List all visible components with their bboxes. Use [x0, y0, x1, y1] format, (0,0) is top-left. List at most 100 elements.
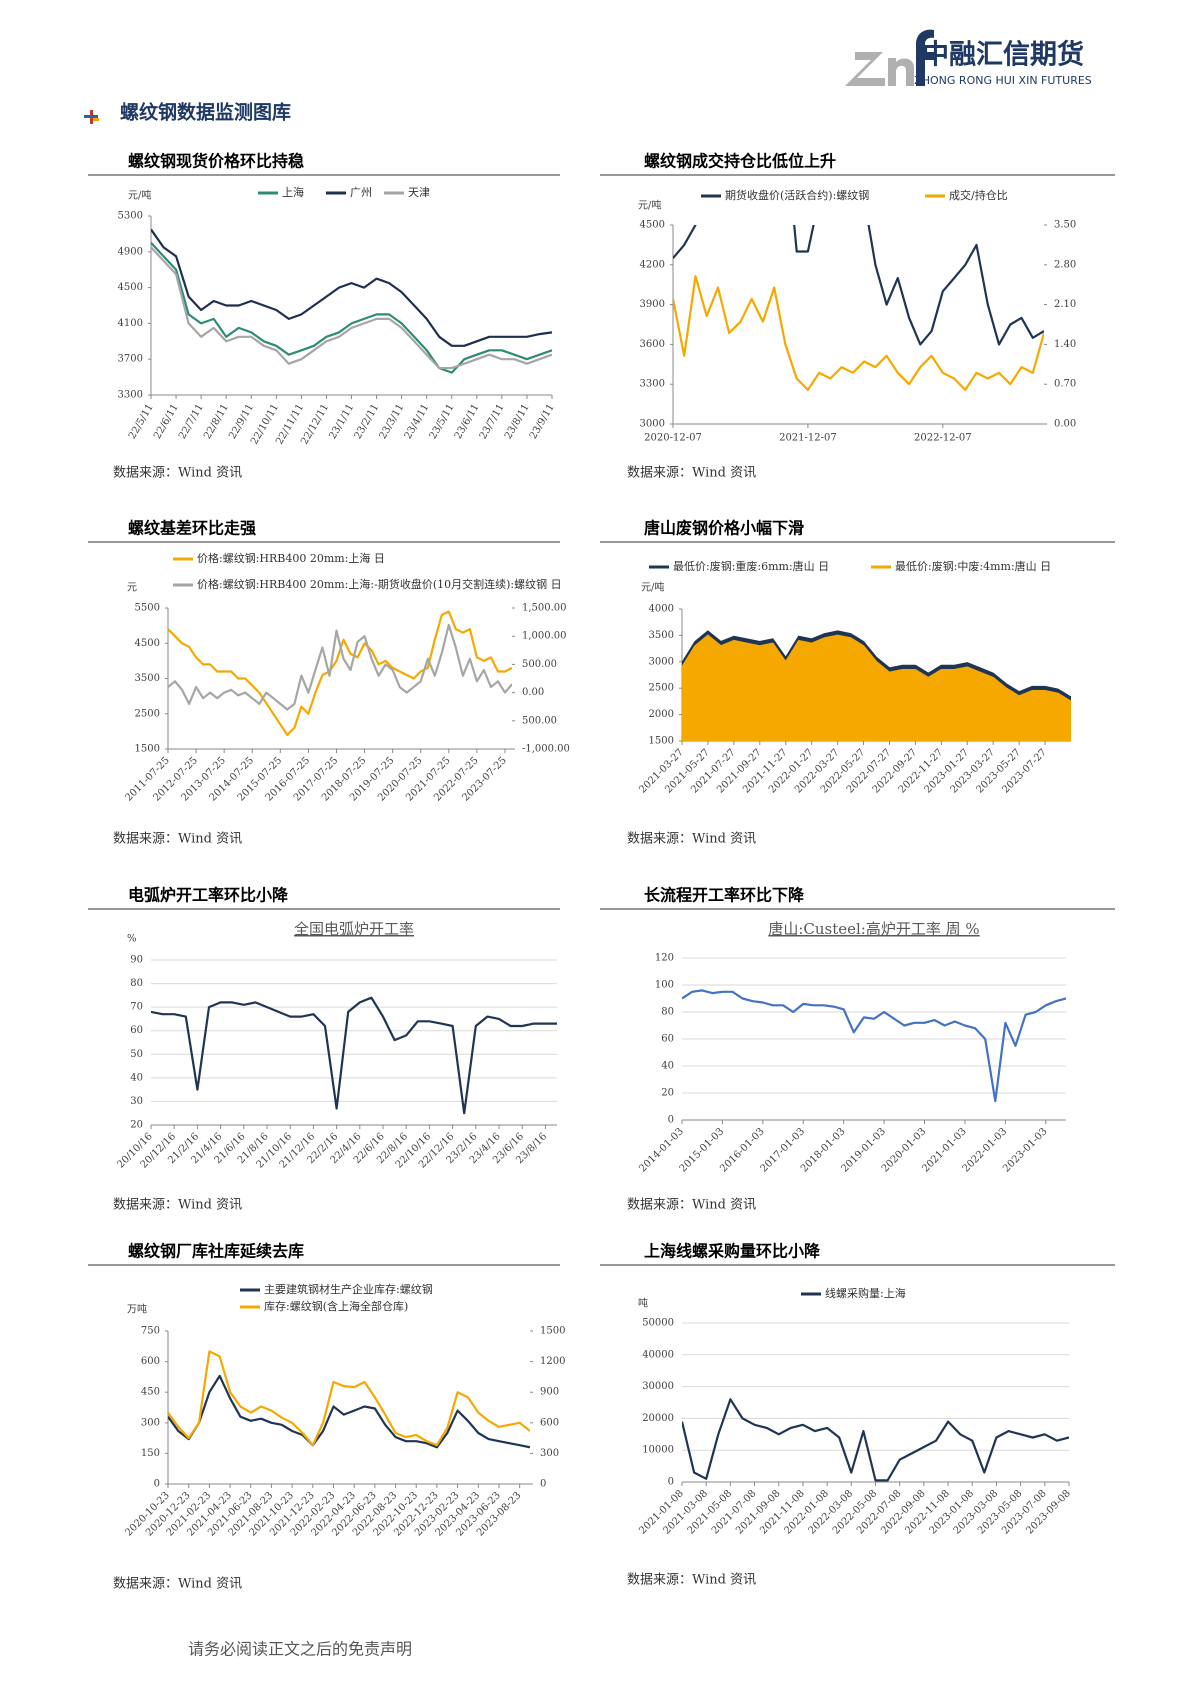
y-tick-label: 4000: [649, 604, 674, 615]
x-tick-label: 23/9/11: [528, 402, 557, 441]
chart-title: 螺纹基差环比走强: [128, 519, 256, 538]
y-tick-label: 5500: [135, 603, 160, 614]
series-line: [151, 242, 552, 374]
legend-label: 上海: [282, 185, 304, 199]
y-tick-label: 3500: [649, 630, 674, 641]
legend-label: 最低价:废钢:中废:4mm:唐山 日: [895, 559, 1051, 573]
logo: [845, 29, 934, 86]
legend-label: 最低价:废钢:重废:6mm:唐山 日: [673, 559, 829, 573]
chart-title: 螺纹钢成交持仓比低位上升: [644, 152, 836, 171]
chart-subtitle: 全国电弧炉开工率: [294, 920, 414, 938]
y2-tick-label: 500.00: [522, 715, 557, 726]
series-area: [682, 634, 1071, 741]
y-unit: %: [127, 934, 137, 945]
y2-tick-label: 1,500.00: [522, 603, 567, 614]
series-line: [151, 246, 552, 370]
chart-subtitle: 唐山:Custeel:高炉开工率 周 %: [768, 920, 979, 938]
source-note: 数据来源：Wind 资讯: [113, 832, 242, 847]
source-note: 数据来源：Wind 资讯: [113, 1198, 242, 1213]
y-tick-label: 30: [130, 1096, 143, 1107]
y-tick-label: 0: [668, 1115, 674, 1126]
legend-label: 期货收盘价(活跃合约):螺纹钢: [725, 188, 869, 202]
series-line: [168, 623, 512, 711]
y-tick-label: 3300: [118, 390, 143, 401]
legend-label: 线螺采购量:上海: [825, 1286, 906, 1300]
series-line: [151, 228, 552, 347]
y-tick-label: 60: [130, 1025, 143, 1036]
source-note: 数据来源：Wind 资讯: [113, 1577, 242, 1592]
y-unit: 元/吨: [128, 189, 151, 202]
x-tick-label: 2021-12-07: [779, 433, 837, 444]
y2-tick-label: 900: [540, 1387, 559, 1398]
y-tick-label: 3000: [649, 656, 674, 667]
y-tick-label: 50000: [642, 1318, 674, 1329]
y-tick-label: 3000: [640, 419, 665, 430]
y-tick-label: 4100: [118, 318, 143, 329]
section-icon: [84, 110, 99, 124]
y-tick-label: 70: [130, 1002, 143, 1013]
y2-tick-label: 2.80: [1054, 259, 1076, 270]
y-tick-label: 0: [154, 1479, 160, 1490]
y-tick-label: 50: [130, 1049, 143, 1060]
y2-tick-label: 300: [540, 1448, 559, 1459]
y-tick-label: 90: [130, 955, 143, 966]
x-tick-label: 2022-12-07: [914, 433, 972, 444]
y2-tick-label: 0.70: [1054, 379, 1076, 390]
chart-title: 上海线螺采购量环比小降: [644, 1242, 821, 1261]
y2-tick-label: -1,000.00: [522, 744, 570, 755]
series-line: [673, 225, 1044, 346]
series-line: [682, 989, 1066, 1103]
y-tick-label: 80: [130, 978, 143, 989]
y-tick-label: 30000: [642, 1381, 674, 1392]
y-tick-label: 600: [141, 1356, 160, 1367]
series-line: [673, 275, 1044, 391]
y-tick-label: 3700: [118, 354, 143, 365]
y-unit: 元/吨: [641, 581, 664, 594]
y-unit: 元: [127, 583, 137, 594]
series-line: [151, 996, 557, 1115]
y-tick-label: 450: [141, 1387, 160, 1398]
chart-title: 唐山废钢价格小幅下滑: [644, 519, 804, 538]
y-tick-label: 3900: [640, 299, 665, 310]
legend-label: 价格:螺纹钢:HRB400 20mm:上海:-期货收盘价(10月交割连续):螺纹…: [197, 577, 562, 591]
source-note: 数据来源：Wind 资讯: [627, 832, 756, 847]
section-title: 螺纹钢数据监测图库: [120, 101, 291, 124]
y-tick-label: 2500: [135, 708, 160, 719]
legend-label: 广州: [350, 186, 372, 199]
y-tick-label: 120: [655, 953, 674, 964]
legend-label: 天津: [408, 186, 430, 199]
y-tick-label: 4500: [640, 220, 665, 231]
y-tick-label: 100: [655, 980, 674, 991]
company-name: 中融汇信期货: [922, 39, 1084, 71]
y-tick-label: 4500: [135, 638, 160, 649]
chart-title: 长流程开工率环比下降: [644, 886, 805, 905]
y-unit: 吨: [638, 1297, 648, 1310]
y-tick-label: 3600: [640, 339, 665, 350]
y-tick-label: 20000: [642, 1413, 674, 1424]
y-tick-label: 40: [661, 1061, 674, 1072]
y-tick-label: 60: [661, 1034, 674, 1045]
footer-note: 请务必阅读正文之后的免责声明: [188, 1640, 412, 1659]
y-tick-label: 2000: [649, 709, 674, 720]
y-tick-label: 2500: [649, 683, 674, 694]
series-line: [682, 1398, 1069, 1482]
y2-tick-label: 0.00: [522, 687, 544, 698]
y-tick-label: 40000: [642, 1349, 674, 1360]
legend-label: 主要建筑钢材生产企业库存:螺纹钢: [264, 1282, 433, 1296]
y-tick-label: 80: [661, 1007, 674, 1018]
y-tick-label: 1500: [649, 736, 674, 747]
y-tick-label: 10000: [642, 1445, 674, 1456]
legend-label: 库存:螺纹钢(含上海全部仓库): [264, 1299, 408, 1313]
y-tick-label: 5300: [118, 211, 143, 222]
company-name-en: ZHONG RONG HUI XIN FUTURES: [914, 74, 1092, 87]
source-note: 数据来源：Wind 资讯: [627, 466, 756, 481]
y2-tick-label: 600: [540, 1417, 559, 1428]
y-tick-label: 4200: [640, 259, 665, 270]
y-tick-label: 1500: [135, 744, 160, 755]
y-tick-label: 4900: [118, 246, 143, 257]
y-tick-label: 3500: [135, 673, 160, 684]
y2-tick-label: 1200: [540, 1356, 565, 1367]
chart-title: 电弧炉开工率环比小降: [128, 886, 289, 905]
